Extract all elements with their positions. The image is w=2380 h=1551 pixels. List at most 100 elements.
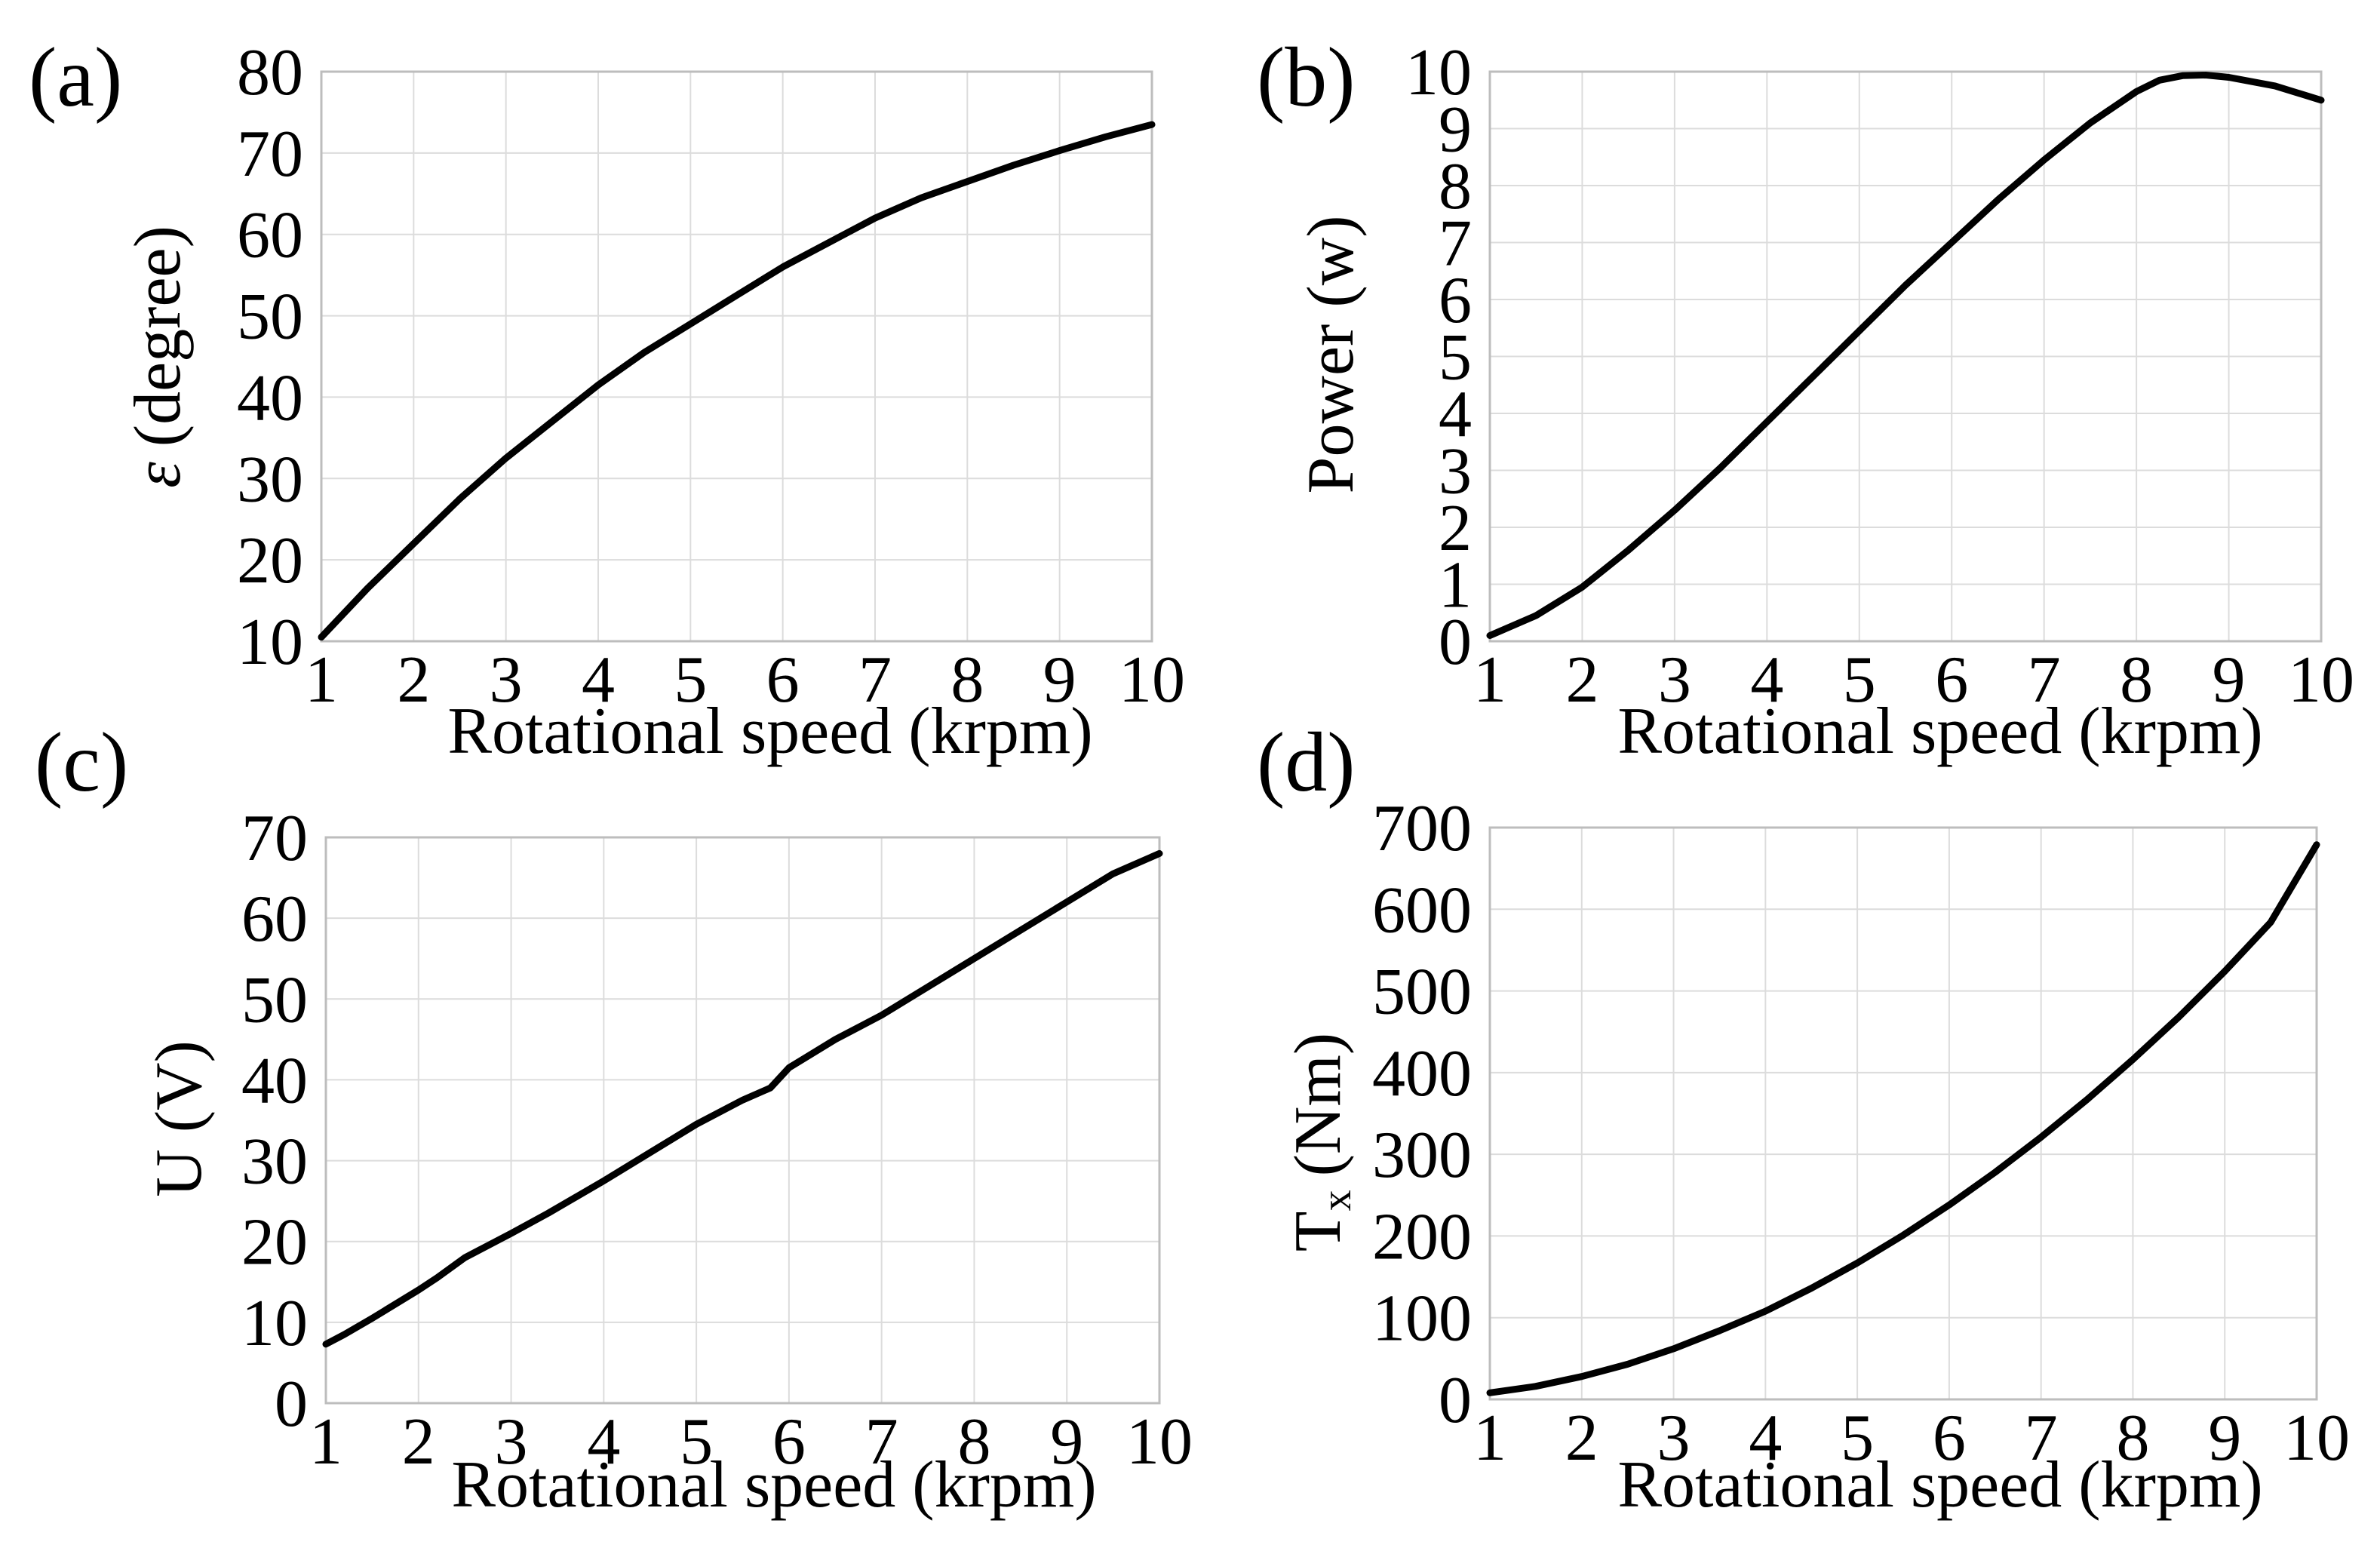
panel-a-letter: (a) bbox=[29, 31, 122, 124]
panel-a-y-axis-label: ε (degree) bbox=[121, 226, 195, 488]
pd-x-tick-label: 9 bbox=[2208, 1402, 2241, 1475]
pb-x-tick-label: 9 bbox=[2213, 643, 2246, 717]
pd-x-tick-label: 4 bbox=[1749, 1402, 1782, 1475]
panel-d-y-axis-unit: (Nm) bbox=[1282, 1033, 1355, 1177]
panel-b-x-axis-label: Rotational speed (krpm) bbox=[1617, 695, 2262, 768]
pd-x-tick-label: 1 bbox=[1473, 1402, 1506, 1475]
panel-d-letter: (d) bbox=[1257, 716, 1356, 809]
pa-x-tick-label: 7 bbox=[858, 643, 892, 717]
pc-y-tick-label: 20 bbox=[241, 1206, 308, 1279]
pb-x-tick-label: 8 bbox=[2120, 643, 2153, 717]
pd-x-tick-label: 10 bbox=[2283, 1402, 2350, 1475]
panel-d: (d) 1 2 3 4 5 6 7 8 9 10 0 100 200 300 400 500 600 700 R… bbox=[1257, 716, 2350, 1522]
panel-b-grid bbox=[1489, 71, 2322, 642]
pa-y-tick-label: 50 bbox=[237, 281, 303, 354]
pc-x-tick-label: 7 bbox=[865, 1405, 898, 1479]
pd-y-tick-label: 0 bbox=[1439, 1364, 1472, 1437]
pb-y-tick-label: 9 bbox=[1439, 94, 1472, 167]
panel-d-plot-frame bbox=[1488, 826, 2318, 1401]
pc-y-tick-label: 30 bbox=[241, 1126, 308, 1199]
pb-y-tick-label: 7 bbox=[1439, 207, 1472, 281]
pc-x-tick-label: 2 bbox=[402, 1405, 435, 1479]
panel-d-y-ticks: 0 100 200 300 400 500 600 700 bbox=[1372, 792, 1472, 1437]
panel-d-y-axis-symbol: T bbox=[1282, 1211, 1355, 1252]
pb-y-tick-label: 4 bbox=[1439, 378, 1472, 451]
pc-x-tick-label: 8 bbox=[957, 1405, 990, 1479]
panel-b-series-line bbox=[1486, 72, 2325, 639]
panel-d-series-line bbox=[1486, 841, 2320, 1396]
pd-x-tick-label: 2 bbox=[1565, 1402, 1598, 1475]
pc-x-tick-label: 10 bbox=[1126, 1405, 1193, 1479]
pb-y-tick-label: 5 bbox=[1439, 321, 1472, 395]
panel-a-y-axis-symbol: ε bbox=[121, 462, 195, 488]
panel-a-x-axis-label: Rotational speed (krpm) bbox=[447, 695, 1092, 768]
pb-x-tick-label: 1 bbox=[1473, 643, 1506, 717]
panel-d-y-axis-subscript: x bbox=[1313, 1190, 1360, 1211]
pc-x-tick-label: 3 bbox=[495, 1405, 528, 1479]
pb-x-tick-label: 10 bbox=[2288, 643, 2354, 717]
pa-y-tick-label: 20 bbox=[237, 524, 303, 597]
pd-y-tick-label: 600 bbox=[1372, 874, 1472, 947]
pa-x-tick-label: 10 bbox=[1119, 643, 1185, 717]
pb-y-tick-label: 1 bbox=[1439, 549, 1472, 622]
panel-a-grid bbox=[321, 71, 1153, 642]
panel-a-x-ticks: 1 2 3 4 5 6 7 8 9 10 bbox=[305, 643, 1185, 717]
pd-x-tick-label: 5 bbox=[1841, 1402, 1874, 1475]
pc-x-tick-label: 5 bbox=[680, 1405, 713, 1479]
pb-x-tick-label: 3 bbox=[1658, 643, 1691, 717]
pc-y-tick-label: 0 bbox=[275, 1368, 308, 1441]
pb-x-tick-label: 5 bbox=[1843, 643, 1876, 717]
panel-c-y-axis-label: U (V) bbox=[143, 1040, 216, 1197]
pa-x-tick-label: 5 bbox=[674, 643, 707, 717]
pd-y-tick-label: 400 bbox=[1372, 1037, 1472, 1110]
pb-x-tick-label: 4 bbox=[1750, 643, 1783, 717]
pa-y-tick-label: 80 bbox=[237, 36, 303, 109]
pa-y-tick-label: 40 bbox=[237, 361, 303, 435]
pc-y-tick-label: 50 bbox=[241, 963, 308, 1037]
pb-y-tick-label: 8 bbox=[1439, 150, 1472, 223]
pc-y-tick-label: 10 bbox=[241, 1287, 308, 1360]
panel-d-x-axis-label: Rotational speed (krpm) bbox=[1617, 1448, 2262, 1522]
panel-c-x-axis-label: Rotational speed (krpm) bbox=[451, 1448, 1096, 1522]
panel-d-y-axis-label: Tx (Nm) bbox=[1282, 1033, 1360, 1252]
pa-x-tick-label: 4 bbox=[582, 643, 615, 717]
pd-y-tick-label: 100 bbox=[1372, 1282, 1472, 1356]
pa-x-tick-label: 1 bbox=[305, 643, 338, 717]
pa-x-tick-label: 9 bbox=[1043, 643, 1076, 717]
panel-c-series-line bbox=[322, 849, 1163, 1348]
pb-y-tick-label: 2 bbox=[1439, 492, 1472, 565]
pa-x-tick-label: 3 bbox=[490, 643, 523, 717]
pd-y-tick-label: 500 bbox=[1372, 956, 1472, 1029]
pc-y-tick-label: 60 bbox=[241, 883, 308, 956]
pb-y-tick-label: 10 bbox=[1405, 36, 1472, 109]
pd-x-tick-label: 8 bbox=[2116, 1402, 2149, 1475]
pc-y-tick-label: 70 bbox=[241, 802, 308, 875]
panel-a-plot-frame bbox=[320, 70, 1153, 643]
panel-d-x-ticks: 1 2 3 4 5 6 7 8 9 10 bbox=[1473, 1402, 2350, 1475]
pc-y-tick-label: 40 bbox=[241, 1044, 308, 1117]
pa-y-tick-label: 10 bbox=[237, 606, 303, 679]
pa-x-tick-label: 6 bbox=[766, 643, 800, 717]
panel-b-x-ticks: 1 2 3 4 5 6 7 8 9 10 bbox=[1473, 643, 2354, 717]
panel-d-grid bbox=[1489, 827, 2317, 1400]
pb-x-tick-label: 7 bbox=[2028, 643, 2061, 717]
pb-y-tick-label: 3 bbox=[1439, 435, 1472, 508]
panel-c-plot-frame bbox=[324, 836, 1161, 1405]
pb-y-tick-label: 6 bbox=[1439, 264, 1472, 337]
pc-x-tick-label: 1 bbox=[309, 1405, 342, 1479]
pc-x-tick-label: 9 bbox=[1050, 1405, 1083, 1479]
pa-x-tick-label: 2 bbox=[397, 643, 430, 717]
pd-y-tick-label: 200 bbox=[1372, 1200, 1472, 1273]
pa-y-tick-label: 60 bbox=[237, 199, 303, 272]
pc-x-tick-label: 4 bbox=[587, 1405, 620, 1479]
panel-a-series-line bbox=[318, 121, 1156, 641]
panel-b-y-axis-label: Power (w) bbox=[1294, 215, 1368, 493]
pb-x-tick-label: 6 bbox=[1935, 643, 1968, 717]
pd-x-tick-label: 3 bbox=[1657, 1402, 1691, 1475]
pd-y-tick-label: 700 bbox=[1372, 792, 1472, 865]
pc-x-tick-label: 6 bbox=[772, 1405, 806, 1479]
